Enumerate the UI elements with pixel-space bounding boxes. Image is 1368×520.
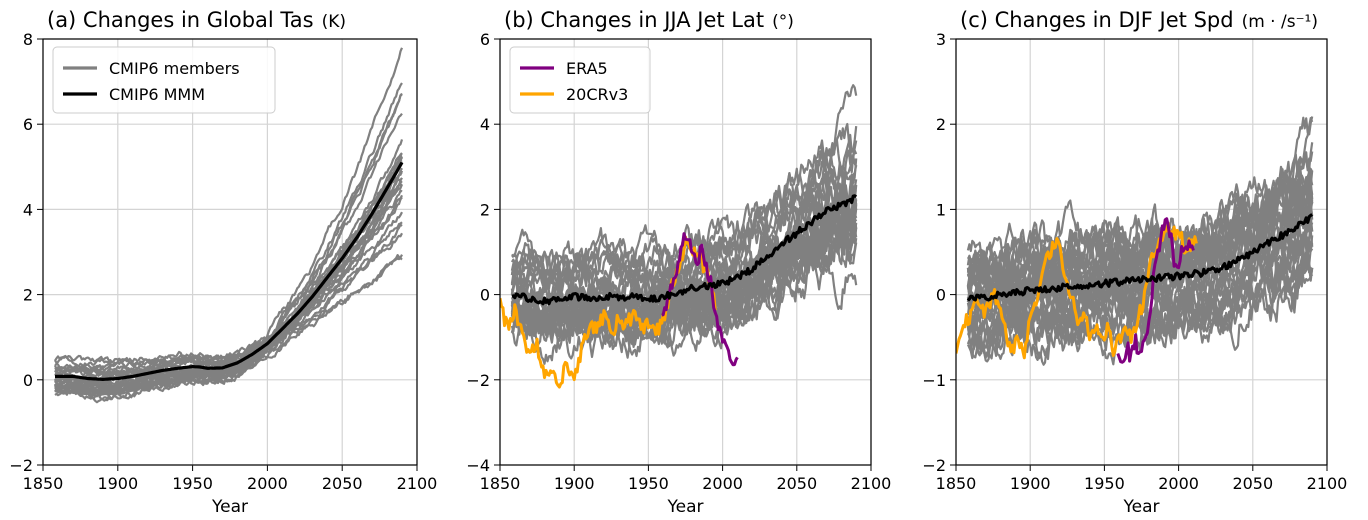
- cmip6-mmm-line: [54, 161, 404, 381]
- y-tick-label: 4: [23, 200, 33, 219]
- plot-area: [956, 116, 1314, 366]
- cmip6-member-line: [966, 187, 1314, 311]
- cmip6-member-line: [54, 112, 403, 379]
- y-tick-label: −2: [922, 456, 946, 475]
- y-tick-label: 0: [23, 371, 33, 390]
- panel-title-units: (°): [772, 12, 794, 32]
- y-tick-label: 2: [936, 115, 946, 134]
- cmip6-member-line: [54, 82, 403, 375]
- x-tick-label: 2000: [247, 474, 288, 493]
- y-tick-label: 6: [23, 115, 33, 134]
- y-tick-label: 3: [936, 30, 946, 49]
- era5-line: [1116, 217, 1195, 364]
- x-tick-label: 2050: [776, 474, 817, 493]
- y-tick-label: 4: [480, 115, 490, 134]
- y-tick-label: −4: [466, 456, 490, 475]
- x-tick-label: 1900: [1010, 474, 1051, 493]
- panel-title-units: (K): [322, 12, 346, 32]
- x-tick-label: 2050: [322, 474, 363, 493]
- x-tick-label: 1950: [1084, 474, 1125, 493]
- era5-line: [661, 232, 739, 367]
- x-axis-label: Year: [667, 497, 704, 517]
- x-tick-label: 2000: [1158, 474, 1199, 493]
- y-tick-label: −2: [9, 456, 33, 475]
- cmip6-mmm-line: [966, 213, 1314, 302]
- legend-label: 20CRv3: [566, 85, 628, 104]
- legend: CMIP6 members CMIP6 MMM: [52, 46, 276, 114]
- x-tick-label: 1900: [97, 474, 138, 493]
- legend-box: [509, 46, 651, 114]
- panel-b: 1850 1900 1950 2000 2050 2100 −4 −2 0 2 4 6 (b) Chan…: [466, 8, 891, 517]
- cmip6-member-line: [510, 184, 858, 350]
- x-axis-label: Year: [1123, 497, 1160, 517]
- y-tick-label: 2: [23, 286, 33, 305]
- cmip6-member-line: [54, 159, 403, 394]
- panel-title: (c) Changes in DJF Jet Spd (m · /s⁻¹): [960, 8, 1318, 32]
- panel-title-text: (a) Changes in Global Tas: [47, 8, 314, 32]
- x-tick-label: 2100: [851, 474, 892, 493]
- legend-label: CMIP6 MMM: [109, 85, 205, 104]
- panel-title: (a) Changes in Global Tas (K): [47, 8, 346, 32]
- legend-box: [52, 46, 276, 114]
- x-tick-label: 2000: [702, 474, 743, 493]
- y-tick-label: 6: [480, 30, 490, 49]
- cmip6-member-line: [54, 156, 404, 389]
- legend-label: ERA5: [566, 59, 608, 78]
- plot-area: [54, 47, 404, 404]
- plot-area: [500, 84, 858, 389]
- y-tick-label: −1: [922, 371, 946, 390]
- cmip6-mmm-line: [511, 194, 858, 306]
- y-tick-label: 2: [480, 200, 490, 219]
- cmip6-member-line: [54, 92, 403, 367]
- cmip6-member-line: [54, 47, 404, 369]
- panel-title-units: (m · /s⁻¹): [1242, 12, 1318, 32]
- x-tick-label: 1950: [172, 474, 213, 493]
- y-tick-label: 0: [936, 286, 946, 305]
- y-tick-label: 0: [480, 286, 490, 305]
- panel-a: 1850 1900 1950 2000 2050 2100 −2 0 2 4 6 8 (a) Chang…: [9, 8, 437, 517]
- panel-title-text: (c) Changes in DJF Jet Spd: [960, 8, 1234, 32]
- y-tick-label: 8: [23, 30, 33, 49]
- x-tick-label: 2100: [397, 474, 438, 493]
- y-tick-label: −2: [466, 371, 490, 390]
- x-tick-label: 1850: [23, 474, 64, 493]
- axes-frame: [499, 38, 872, 466]
- legend-label: CMIP6 members: [109, 59, 240, 78]
- cmip6-member-line: [966, 251, 1314, 352]
- x-axis-label: Year: [211, 497, 248, 517]
- x-tick-label: 1900: [554, 474, 595, 493]
- x-tick-label: 1850: [480, 474, 521, 493]
- legend: ERA5 20CRv3: [509, 46, 651, 114]
- 20crv3-line: [500, 235, 717, 389]
- axes-frame: [42, 38, 418, 466]
- x-tick-label: 2100: [1307, 474, 1348, 493]
- x-tick-label: 1850: [936, 474, 977, 493]
- axes-frame: [955, 38, 1328, 466]
- y-tick-label: 1: [936, 200, 946, 219]
- panel-title: (b) Changes in JJA Jet Lat (°): [504, 8, 794, 32]
- panel-title-text: (b) Changes in JJA Jet Lat: [504, 8, 764, 32]
- x-tick-label: 1950: [628, 474, 669, 493]
- x-tick-label: 2050: [1232, 474, 1273, 493]
- panel-c: 1850 1900 1950 2000 2050 2100 −2 −1 0 1 2 3 (c) Chan…: [922, 8, 1347, 517]
